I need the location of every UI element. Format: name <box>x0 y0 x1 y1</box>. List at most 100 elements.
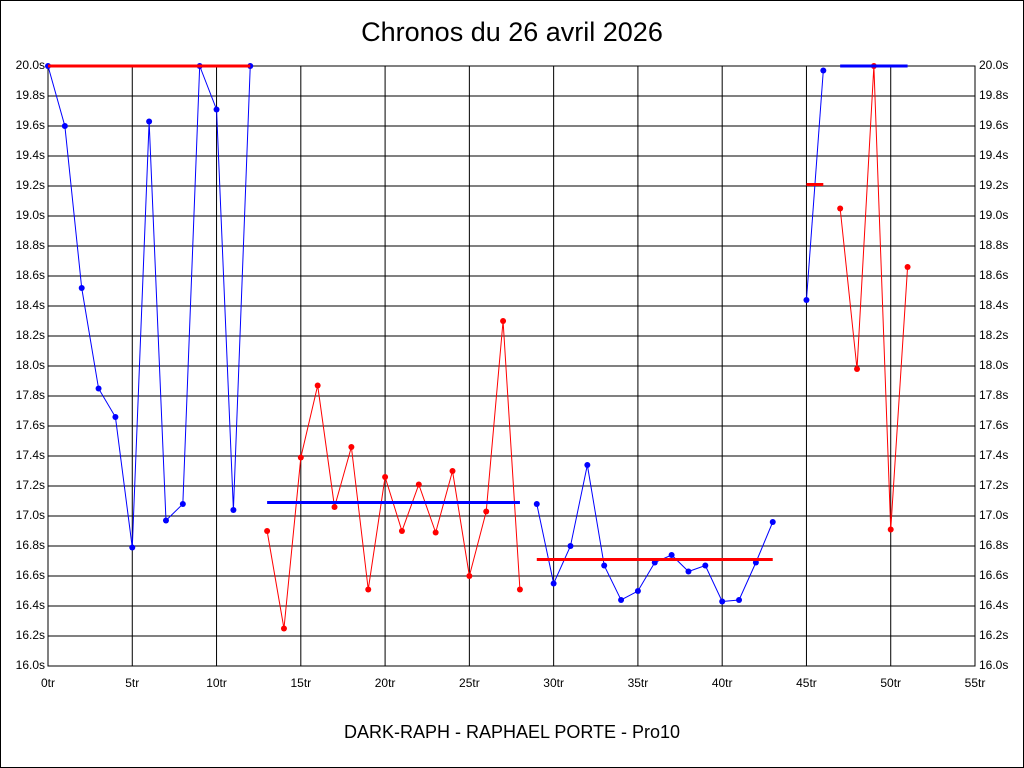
data-point <box>820 67 827 74</box>
y-tick-label: 18.0s <box>16 358 45 372</box>
y-tick-label: 16.2s <box>16 628 45 642</box>
y2-tick-label: 17.0s <box>979 508 1008 522</box>
x-tick-label: 10tr <box>206 676 227 690</box>
data-point <box>618 597 625 603</box>
y2-tick-label: 18.0s <box>979 358 1008 372</box>
data-point <box>129 544 136 551</box>
data-point <box>668 552 675 558</box>
y-tick-label: 19.0s <box>16 208 45 222</box>
y2-tick-label: 19.8s <box>979 88 1008 102</box>
data-point <box>365 586 372 593</box>
data-point <box>449 468 456 474</box>
y-tick-label: 16.6s <box>16 568 45 582</box>
data-point <box>887 526 894 533</box>
x-tick-label: 0tr <box>41 676 55 690</box>
y-tick-label: 18.8s <box>16 238 45 252</box>
y-tick-label: 18.6s <box>16 268 45 282</box>
y-tick-label: 17.8s <box>16 388 45 402</box>
data-point <box>500 318 507 324</box>
y2-tick-label: 17.8s <box>979 388 1008 402</box>
data-point <box>331 504 338 510</box>
data-point <box>904 264 911 270</box>
x-tick-label: 20tr <box>375 676 396 690</box>
data-point <box>415 481 422 488</box>
data-point <box>398 528 405 534</box>
data-point <box>382 474 389 480</box>
data-point <box>736 597 743 603</box>
x-tick-label: 45tr <box>796 676 817 690</box>
y2-tick-label: 19.4s <box>979 148 1008 162</box>
data-point <box>483 508 490 515</box>
x-tick-label: 25tr <box>459 676 480 690</box>
data-point <box>601 562 608 569</box>
y2-tick-label: 19.2s <box>979 178 1008 192</box>
data-point <box>567 543 574 549</box>
data-point <box>432 529 439 536</box>
y2-tick-label: 19.0s <box>979 208 1008 222</box>
x-tick-label: 5tr <box>125 676 139 690</box>
data-point <box>162 517 169 524</box>
x-tick-label: 50tr <box>880 676 901 690</box>
x-tick-label: 55tr <box>965 676 986 690</box>
data-point <box>280 625 287 632</box>
data-point <box>685 568 692 575</box>
y-tick-label: 16.8s <box>16 538 45 552</box>
x-tick-label: 30tr <box>543 676 564 690</box>
y2-tick-label: 16.6s <box>979 568 1008 582</box>
data-point <box>634 588 641 594</box>
y2-tick-label: 20.0s <box>979 58 1008 72</box>
data-point <box>533 501 540 507</box>
data-point <box>803 297 810 303</box>
y-tick-label: 19.4s <box>16 148 45 162</box>
y-tick-label: 16.4s <box>16 598 45 612</box>
data-point <box>854 366 861 372</box>
y-tick-label: 17.6s <box>16 418 45 432</box>
data-point <box>297 454 304 461</box>
data-point <box>769 519 776 525</box>
y-tick-label: 19.2s <box>16 178 45 192</box>
data-point <box>264 528 271 534</box>
data-point <box>78 285 85 291</box>
y-tick-label: 17.2s <box>16 478 45 492</box>
data-point <box>466 573 473 579</box>
plot-border <box>47 65 976 667</box>
chart-title: Chronos du 26 avril 2026 <box>361 17 663 47</box>
y2-tick-label: 16.2s <box>979 628 1008 642</box>
data-point <box>719 598 726 605</box>
y2-tick-label: 18.2s <box>979 328 1008 342</box>
data-point <box>179 501 186 507</box>
data-point <box>584 462 591 468</box>
y-tick-label: 18.4s <box>16 298 45 312</box>
x-tick-label: 40tr <box>712 676 733 690</box>
y2-tick-label: 17.6s <box>979 418 1008 432</box>
y2-tick-label: 16.8s <box>979 538 1008 552</box>
y2-tick-label: 17.4s <box>979 448 1008 462</box>
y-tick-label: 19.6s <box>16 118 45 132</box>
y-tick-label: 17.0s <box>16 508 45 522</box>
data-point <box>550 580 557 587</box>
data-point <box>314 382 321 389</box>
data-point <box>112 414 119 420</box>
y2-tick-label: 16.0s <box>979 658 1008 672</box>
data-point <box>146 118 153 125</box>
y-tick-label: 18.2s <box>16 328 45 342</box>
data-point <box>837 205 844 212</box>
y2-tick-label: 18.8s <box>979 238 1008 252</box>
y-tick-label: 16.0s <box>16 658 45 672</box>
y-tick-label: 17.4s <box>16 448 45 462</box>
data-point <box>516 586 523 593</box>
data-point <box>348 444 355 450</box>
y2-tick-label: 16.4s <box>979 598 1008 612</box>
y2-tick-label: 19.6s <box>979 118 1008 132</box>
x-axis-label: DARK-RAPH - RAPHAEL PORTE - Pro10 <box>344 722 680 742</box>
y2-tick-label: 17.2s <box>979 478 1008 492</box>
y2-tick-label: 18.4s <box>979 298 1008 312</box>
data-point <box>61 123 68 129</box>
data-point <box>95 385 102 392</box>
data-point <box>230 507 237 513</box>
y-tick-label: 19.8s <box>16 88 45 102</box>
y-tick-label: 20.0s <box>16 58 45 72</box>
data-point <box>213 106 220 113</box>
